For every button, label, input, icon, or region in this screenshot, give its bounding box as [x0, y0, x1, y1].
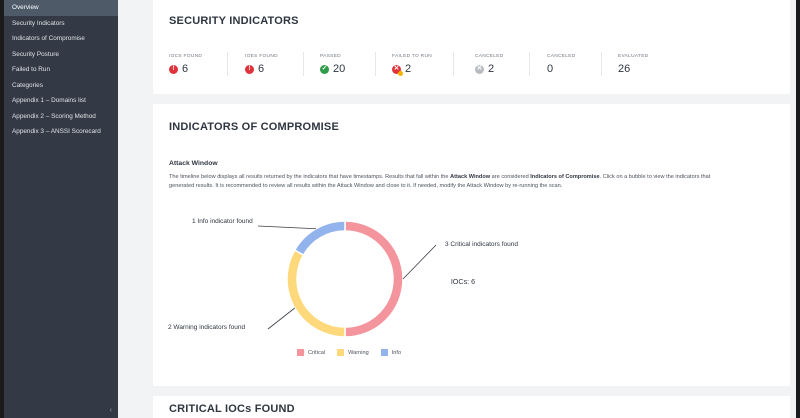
- leader-line-critical: [402, 244, 437, 280]
- divider: [529, 52, 530, 76]
- annotation-warning: 2 Warning indicators found: [168, 324, 246, 331]
- collapse-sidebar-icon[interactable]: ‹: [109, 407, 112, 414]
- stat-evaluated[interactable]: EVALUATED 26: [618, 54, 649, 75]
- stat-label: CANCELED: [475, 54, 504, 59]
- donut-slice-info[interactable]: [293, 220, 346, 257]
- sidebar: Overview Security Indicators Indicators …: [4, 0, 118, 418]
- ioc-donut-chart: [257, 220, 437, 338]
- stat-label: PASSED: [320, 54, 341, 59]
- stat-iocs-found[interactable]: IOCs FOUND ! 6: [169, 54, 202, 75]
- annotation-info: 1 Info indicator found: [192, 218, 253, 225]
- stat-value: 20: [333, 63, 346, 75]
- legend-label: Critical: [308, 349, 326, 356]
- stat-value: 6: [258, 63, 265, 75]
- stat-label: FAILED TO RUN: [392, 54, 432, 59]
- donut-slice-critical[interactable]: [344, 220, 404, 338]
- sidebar-item-indicators-of-compromise[interactable]: Indicators of Compromise: [12, 35, 85, 42]
- legend-item-warning[interactable]: Warning: [337, 349, 369, 356]
- legend-item-info[interactable]: Info: [380, 349, 402, 356]
- stat-ioes-found[interactable]: IOEs FOUND ! 6: [245, 54, 278, 75]
- main-content[interactable]: SECURITY INDICATORS IOCs FOUND ! 6 IOEs …: [118, 0, 796, 418]
- check-icon: ✓: [320, 64, 329, 74]
- stat-value: 6: [182, 63, 189, 75]
- stat-value: 26: [618, 63, 631, 75]
- sidebar-item-appendix-1[interactable]: Appendix 1 – Domains list: [12, 97, 86, 104]
- divider: [227, 52, 228, 76]
- stat-value: 0: [547, 63, 554, 75]
- stat-canceled[interactable]: CANCELED ✕ 2: [475, 54, 504, 75]
- sidebar-item-failed-to-run[interactable]: Failed to Run: [12, 66, 51, 73]
- donut-center-label: IOCs: 6: [450, 277, 476, 286]
- stat-value: 2: [488, 63, 495, 75]
- legend-swatch-critical: [297, 349, 304, 356]
- leader-line-warning: [267, 307, 296, 330]
- legend-item-critical[interactable]: Critical: [297, 349, 325, 356]
- donut-slice-warning[interactable]: [286, 248, 346, 338]
- critical-icon: !: [169, 64, 178, 74]
- legend-label: Info: [391, 349, 402, 356]
- indicators-of-compromise-title: INDICATORS OF COMPROMISE: [169, 121, 340, 133]
- legend-swatch-info: [380, 349, 388, 356]
- stat-label: EVALUATED: [618, 54, 649, 59]
- sidebar-item-categories[interactable]: Categories: [12, 81, 43, 89]
- failed-icon: ✕: [392, 64, 403, 76]
- stat-label: IOEs FOUND: [245, 54, 278, 59]
- stat-label: IOCs FOUND: [169, 54, 203, 59]
- divider: [375, 52, 376, 76]
- divider: [303, 52, 304, 76]
- sidebar-item-security-indicators[interactable]: Security Indicators: [12, 19, 65, 27]
- security-indicators-card: SECURITY INDICATORS IOCs FOUND ! 6 IOEs …: [153, 0, 790, 94]
- critical-icon: !: [245, 64, 254, 74]
- annotation-critical: 3 Critical indicators found: [445, 241, 518, 248]
- sidebar-item-appendix-3[interactable]: Appendix 3 – ANSSI Scorecard: [12, 128, 101, 135]
- attack-window-description: The timeline below displays all results …: [169, 174, 711, 189]
- divider: [601, 52, 602, 76]
- stat-passed[interactable]: PASSED ✓ 20: [320, 54, 345, 75]
- canceled-icon: ✕: [475, 64, 484, 74]
- leader-line-info: [257, 225, 317, 230]
- attack-window-title: Attack Window: [169, 160, 218, 167]
- divider: [453, 52, 454, 76]
- stat-value: 2: [405, 63, 412, 75]
- sidebar-item-appendix-2[interactable]: Appendix 2 – Scoring Method: [12, 112, 96, 120]
- critical-iocs-card: CRITICAL IOCs FOUND: [153, 396, 790, 418]
- sidebar-item-overview[interactable]: Overview: [4, 0, 118, 16]
- indicators-of-compromise-card: INDICATORS OF COMPROMISE Attack Window T…: [153, 104, 790, 386]
- stat-failed-to-run[interactable]: FAILED TO RUN ✕ 2: [392, 54, 432, 76]
- chart-legend: Critical Warning Info: [297, 349, 401, 356]
- legend-label: Warning: [348, 349, 369, 356]
- stat-label: CANCELED: [547, 54, 576, 59]
- critical-iocs-title: CRITICAL IOCs FOUND: [169, 403, 295, 415]
- legend-swatch-warning: [337, 349, 345, 356]
- sidebar-item-security-posture[interactable]: Security Posture: [12, 50, 59, 58]
- security-indicators-title: SECURITY INDICATORS: [169, 15, 299, 27]
- stat-canceled-2[interactable]: CANCELED 0: [547, 54, 576, 75]
